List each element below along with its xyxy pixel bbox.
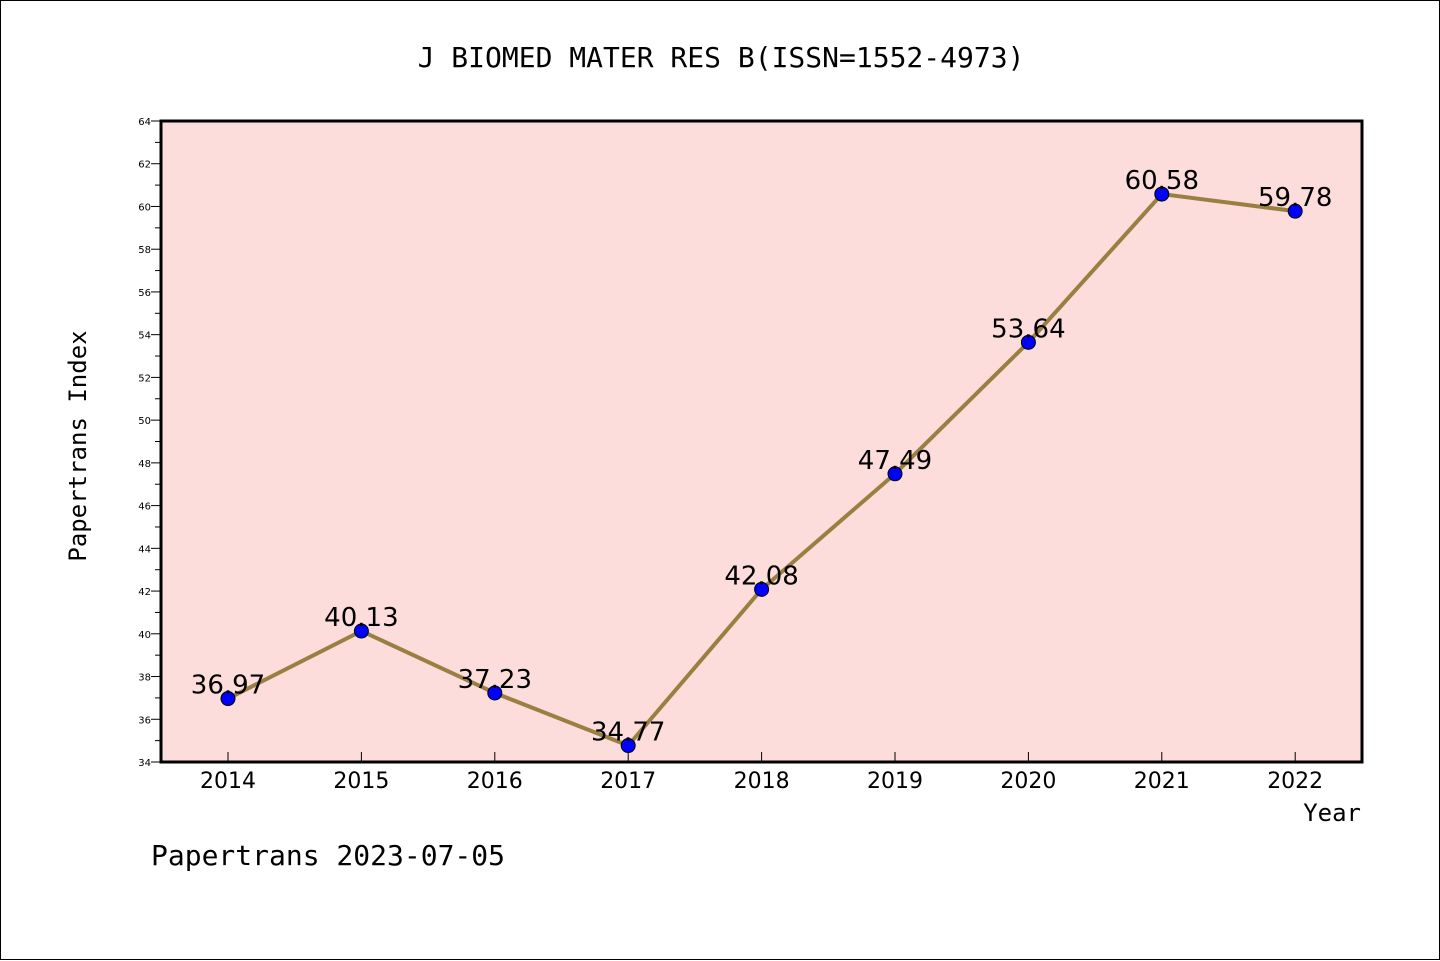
y-tick-label: 50 xyxy=(138,416,151,427)
y-tick-label: 46 xyxy=(138,502,151,513)
x-tick-label: 2021 xyxy=(1134,769,1190,794)
data-point-label: 47.49 xyxy=(858,446,932,476)
y-tick-label: 54 xyxy=(138,331,151,342)
x-axis-ticks: 2014 2015 2016 2017 2018 2019 2020 2021 2022 xyxy=(200,752,1323,794)
x-tick-label: 2016 xyxy=(467,769,523,794)
data-point-label: 53.64 xyxy=(991,314,1065,344)
data-point-label: 60.58 xyxy=(1125,166,1199,196)
x-tick-label: 2015 xyxy=(333,769,389,794)
data-labels-group: 36.97 40.13 37.23 34.77 42.08 47.49 53.64 60.58… xyxy=(191,166,1333,747)
x-tick-label: 2017 xyxy=(600,769,656,794)
x-axis-label: Year xyxy=(1303,799,1361,827)
data-point-label: 40.13 xyxy=(324,603,398,633)
x-tick-label: 2014 xyxy=(200,769,256,794)
data-point-marker xyxy=(353,623,369,639)
y-tick-label: 44 xyxy=(138,544,151,555)
x-tick-label: 2020 xyxy=(1000,769,1056,794)
data-point-marker xyxy=(1154,186,1170,202)
data-point-label: 42.08 xyxy=(724,561,798,591)
data-point-marker xyxy=(754,581,770,597)
footer-watermark: Papertrans 2023-07-05 xyxy=(151,839,505,872)
y-tick-label: 48 xyxy=(138,459,151,470)
y-tick-label: 58 xyxy=(138,245,151,256)
y-tick-label: 62 xyxy=(138,160,151,171)
markers-group xyxy=(220,186,1303,754)
x-tick-label: 2019 xyxy=(867,769,923,794)
y-axis-ticks: 34 36 38 40 42 44 46 48 50 52 54 56 58 60 62 64 xyxy=(138,117,161,769)
data-point-label: 34.77 xyxy=(591,718,665,748)
y-axis-label: Papertrans Index xyxy=(64,330,92,561)
data-point-label: 36.97 xyxy=(191,671,265,701)
x-tick-label: 2018 xyxy=(734,769,790,794)
y-tick-label: 34 xyxy=(138,758,151,769)
chart-title: J BIOMED MATER RES B(ISSN=1552-4973) xyxy=(418,41,1025,74)
data-point-marker xyxy=(487,685,503,701)
y-tick-label: 64 xyxy=(138,117,151,128)
plot-area xyxy=(159,119,1364,764)
x-tick-label: 2022 xyxy=(1267,769,1323,794)
data-point-marker xyxy=(1020,334,1036,350)
y-tick-label: 38 xyxy=(138,673,151,684)
y-tick-label: 42 xyxy=(138,587,151,598)
data-point-marker xyxy=(1287,203,1303,219)
y-tick-label: 52 xyxy=(138,373,151,384)
data-point-label: 37.23 xyxy=(458,665,532,695)
data-point-marker xyxy=(887,466,903,482)
y-tick-label: 56 xyxy=(138,288,151,299)
y-tick-label: 40 xyxy=(138,630,151,641)
data-point-label: 59.78 xyxy=(1258,183,1332,213)
data-point-marker xyxy=(220,691,236,707)
y-tick-label: 60 xyxy=(138,202,151,213)
y-tick-label: 36 xyxy=(138,715,151,726)
data-point-marker xyxy=(620,738,636,754)
